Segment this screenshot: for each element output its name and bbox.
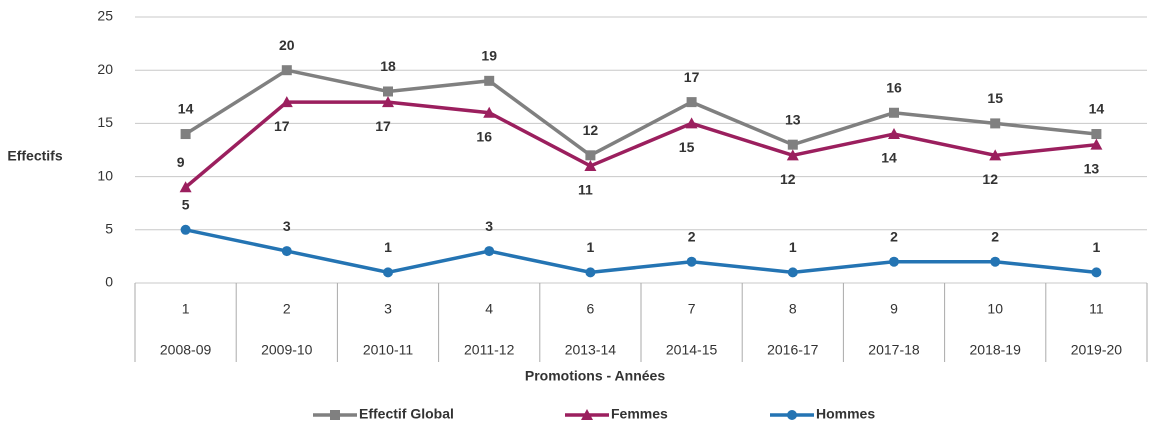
marker	[180, 224, 191, 235]
data-label: 1	[384, 239, 392, 255]
x-tick-label: 2019-20	[1071, 342, 1123, 358]
legend-label: Hommes	[816, 406, 875, 422]
y-tick-label: 0	[105, 274, 113, 290]
marker	[990, 256, 1001, 267]
data-label: 2	[991, 228, 999, 244]
y-tick-label: 5	[105, 221, 113, 237]
marker	[1090, 138, 1103, 150]
data-label: 17	[274, 118, 290, 134]
data-label: 2	[688, 228, 696, 244]
marker	[581, 409, 593, 420]
data-label: 15	[679, 139, 695, 155]
x-tick-label: 2018-19	[970, 342, 1022, 358]
y-axis-label: Effectifs	[7, 148, 62, 164]
marker	[330, 410, 340, 420]
y-tick-label: 15	[97, 114, 113, 130]
marker	[685, 117, 698, 129]
data-label: 3	[283, 218, 291, 234]
series-line	[184, 100, 1097, 189]
data-label: 2	[890, 228, 898, 244]
marker	[180, 129, 191, 140]
x-tick-label: 2014-15	[666, 342, 718, 358]
data-label: 16	[476, 128, 492, 144]
marker	[889, 256, 899, 267]
data-label: 11	[578, 182, 593, 198]
x-tick-label: 2013-14	[565, 342, 617, 358]
x-tick-label: 2011-12	[464, 342, 515, 358]
x-tick-label: 11	[1089, 301, 1104, 317]
y-tick-label: 25	[97, 8, 113, 24]
x-tick-label: 1	[182, 301, 190, 317]
marker	[584, 159, 597, 171]
x-tick-label: 2009-10	[261, 342, 313, 358]
x-tick-label: 3	[384, 301, 392, 317]
x-tick-label: 8	[789, 301, 797, 317]
data-label: 16	[886, 79, 902, 95]
data-label: 1	[587, 239, 595, 255]
x-tick-label: 2017-18	[868, 342, 920, 358]
data-label: 14	[881, 150, 897, 166]
data-label: 14	[178, 101, 194, 117]
marker	[990, 118, 1001, 129]
data-label: 12	[583, 122, 599, 138]
data-label: 19	[481, 48, 497, 64]
data-label: 1	[789, 239, 797, 255]
legend-label: Effectif Global	[359, 406, 454, 422]
x-tick-label: 9	[890, 301, 898, 317]
x-tick-label: 7	[688, 301, 696, 317]
marker	[484, 246, 495, 257]
marker	[787, 410, 797, 420]
marker	[787, 267, 798, 278]
marker	[382, 96, 394, 108]
x-tick-label: 4	[485, 301, 493, 317]
marker	[281, 246, 292, 257]
marker	[585, 267, 596, 278]
x-tick-label: 2	[283, 301, 291, 317]
series-line	[185, 228, 1097, 275]
data-label: 14	[1089, 101, 1105, 117]
data-label: 13	[1084, 160, 1100, 176]
y-tick-label: 10	[97, 167, 113, 183]
marker	[1091, 267, 1102, 278]
x-axis-label: Promotions - Années	[525, 368, 665, 384]
marker	[1091, 129, 1102, 140]
data-label: 5	[182, 197, 190, 213]
y-tick-label: 20	[97, 61, 113, 77]
x-tick-label: 2008-09	[160, 342, 212, 358]
marker	[889, 107, 899, 118]
x-tick-label: 10	[987, 301, 1003, 317]
marker	[383, 86, 393, 97]
data-label: 20	[279, 37, 295, 53]
data-label: 12	[982, 171, 998, 187]
marker	[989, 149, 1002, 161]
marker	[179, 181, 192, 193]
data-label: 17	[684, 69, 700, 85]
marker	[281, 65, 292, 76]
data-label: 13	[785, 111, 801, 127]
x-tick-label: 2010-11	[363, 342, 414, 358]
marker	[484, 75, 495, 86]
marker	[280, 96, 293, 108]
data-label: 3	[485, 218, 493, 234]
marker	[787, 139, 798, 150]
data-label: 9	[177, 154, 185, 170]
marker	[786, 149, 799, 161]
marker	[888, 128, 900, 140]
x-tick-label: 6	[587, 301, 595, 317]
data-label: 18	[380, 58, 396, 74]
x-tick-label: 2016-17	[767, 342, 819, 358]
marker	[383, 267, 393, 278]
data-label: 17	[375, 118, 391, 134]
series-line	[184, 68, 1097, 158]
data-label: 15	[987, 90, 1003, 106]
legend-label: Femmes	[611, 406, 668, 422]
data-label: 1	[1093, 239, 1101, 255]
marker	[483, 106, 496, 118]
marker	[686, 256, 697, 267]
marker	[585, 150, 596, 161]
marker	[686, 97, 697, 108]
data-label: 12	[780, 171, 796, 187]
